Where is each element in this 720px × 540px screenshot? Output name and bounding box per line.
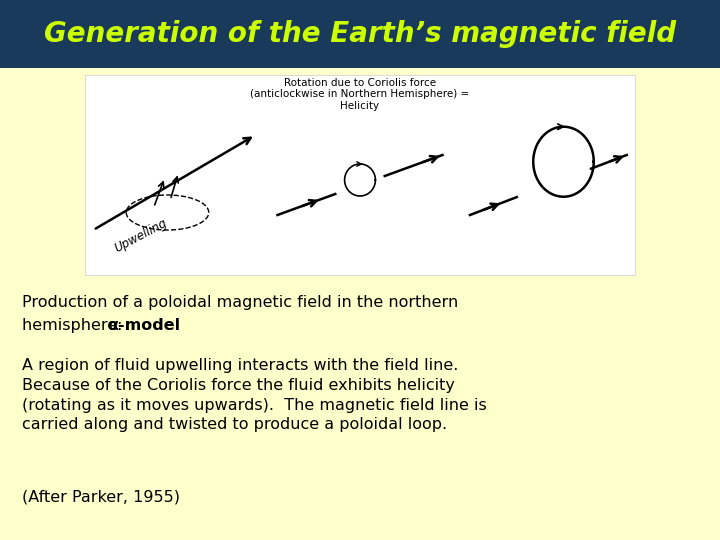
Text: A region of fluid upwelling interacts with the field line.
Because of the Coriol: A region of fluid upwelling interacts wi… [22,358,487,433]
Bar [85,75,635,275]
Text: Upwelling: Upwelling [112,217,170,255]
Text: hemisphere:: hemisphere: [22,318,127,333]
Text: Rotation due to Coriolis force
(anticlockwise in Northern Hemisphere) =
Helicity: Rotation due to Coriolis force (anticloc… [251,78,469,111]
Text: α-model: α-model [107,318,180,333]
Text: (After Parker, 1955): (After Parker, 1955) [22,490,180,505]
Text: Production of a poloidal magnetic field in the northern: Production of a poloidal magnetic field … [22,295,458,310]
Bar [0,0,720,68]
Text: Generation of the Earth’s magnetic field: Generation of the Earth’s magnetic field [44,20,676,48]
